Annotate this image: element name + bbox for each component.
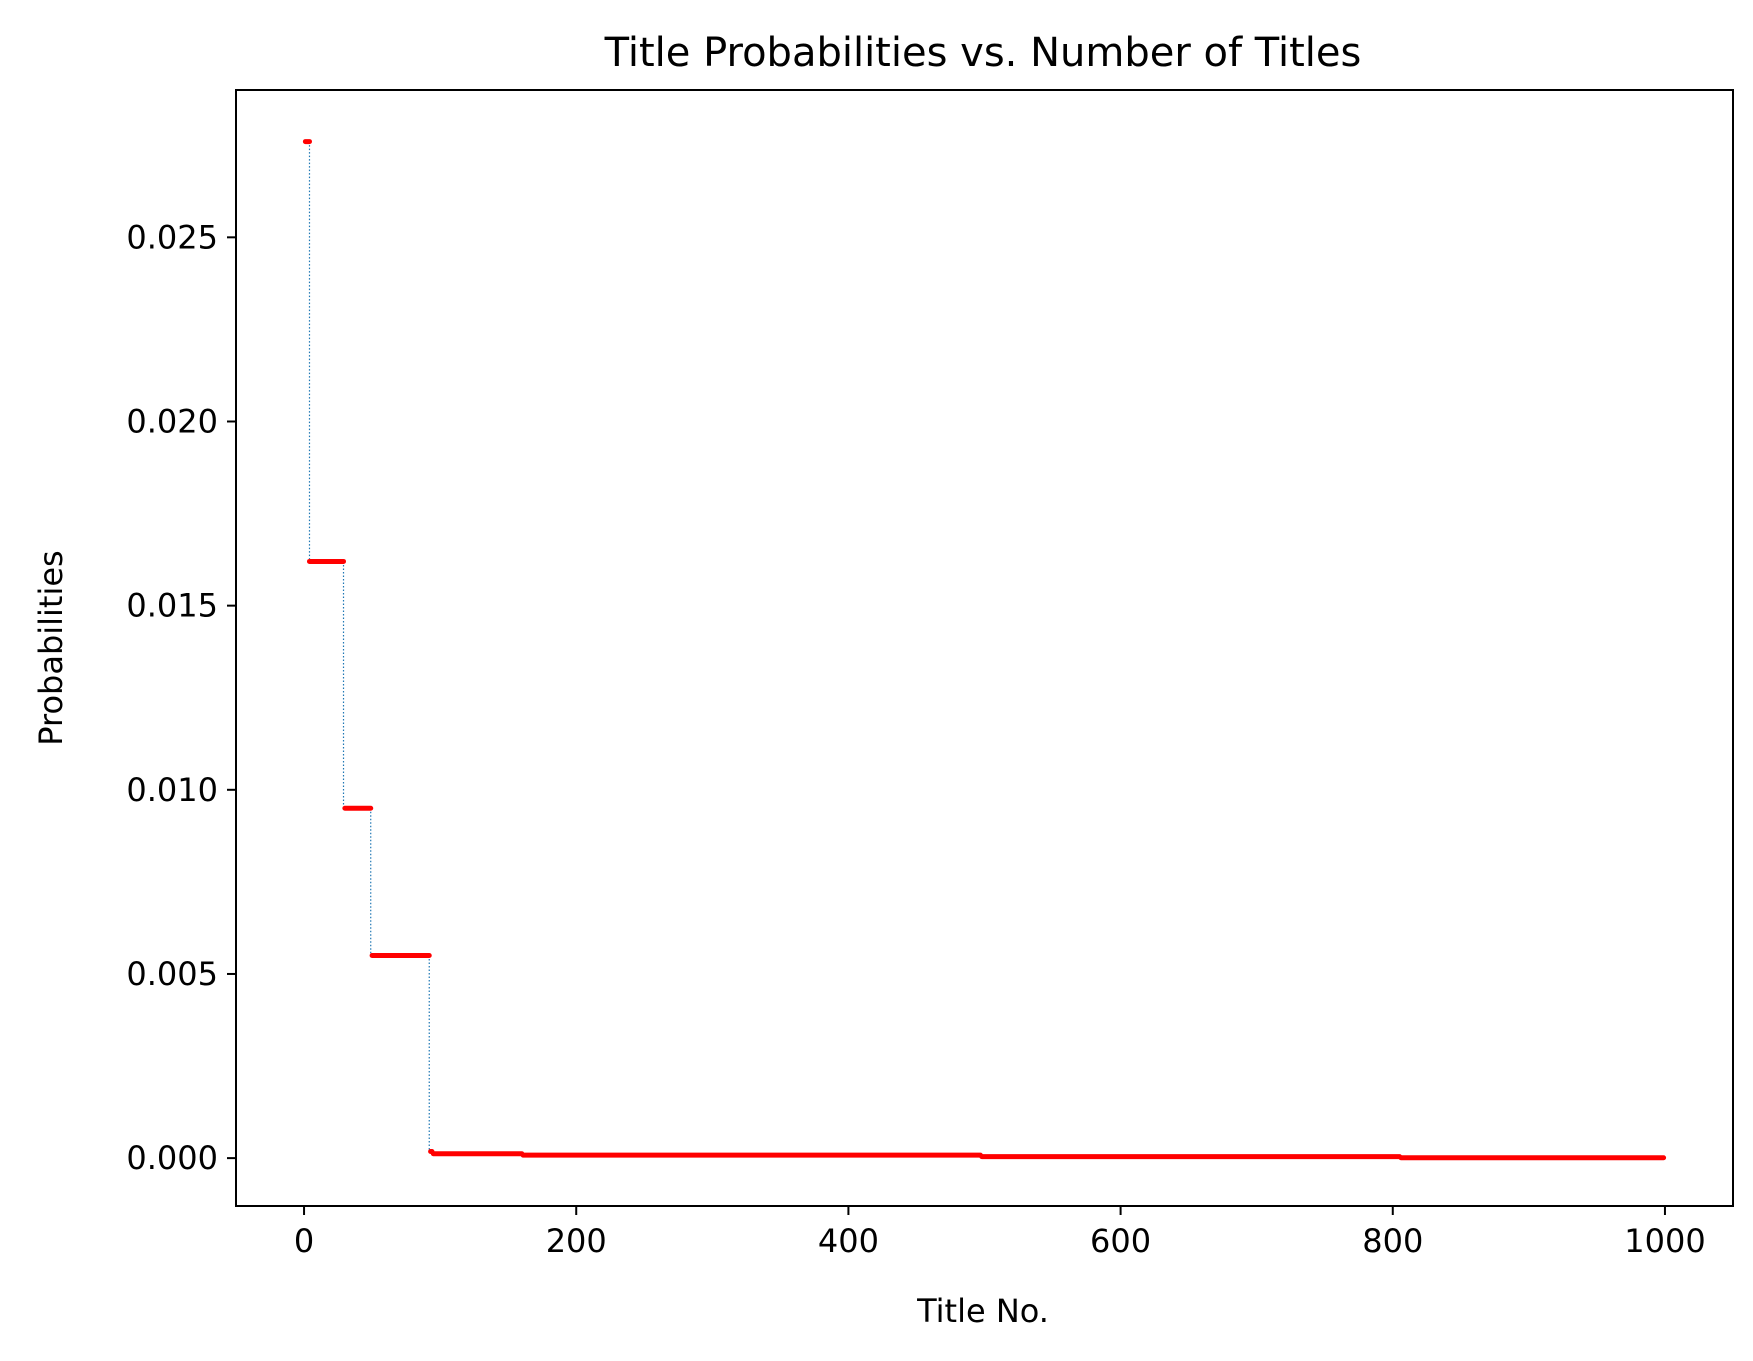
x-tick-label: 800 <box>1362 1222 1423 1260</box>
y-tick-label: 0.010 <box>126 771 218 809</box>
x-tick-label: 0 <box>294 1222 314 1260</box>
x-axis-label: Title No. <box>916 1292 1049 1330</box>
x-tick-label: 1000 <box>1624 1222 1705 1260</box>
y-tick-label: 0.005 <box>126 955 218 993</box>
axes-frame <box>235 89 1734 1207</box>
y-tick-label: 0.020 <box>126 402 218 440</box>
x-tick-label: 200 <box>546 1222 607 1260</box>
x-axis-ticks: 0 200 400 600 800 1000 <box>294 1206 1706 1260</box>
chart-title: Title Probabilities vs. Number of Titles <box>604 30 1362 76</box>
y-tick-label: 0.000 <box>126 1139 218 1177</box>
x-tick-label: 400 <box>818 1222 879 1260</box>
y-axis-ticks: 0.000 0.005 0.010 0.015 0.020 0.025 <box>126 218 236 1177</box>
y-axis-label: Probabilities <box>32 550 70 745</box>
y-tick-label: 0.015 <box>126 587 218 625</box>
plot-area <box>302 139 1667 1161</box>
y-tick-label: 0.025 <box>126 218 218 256</box>
data-markers <box>302 139 1667 1161</box>
x-tick-label: 600 <box>1090 1222 1151 1260</box>
